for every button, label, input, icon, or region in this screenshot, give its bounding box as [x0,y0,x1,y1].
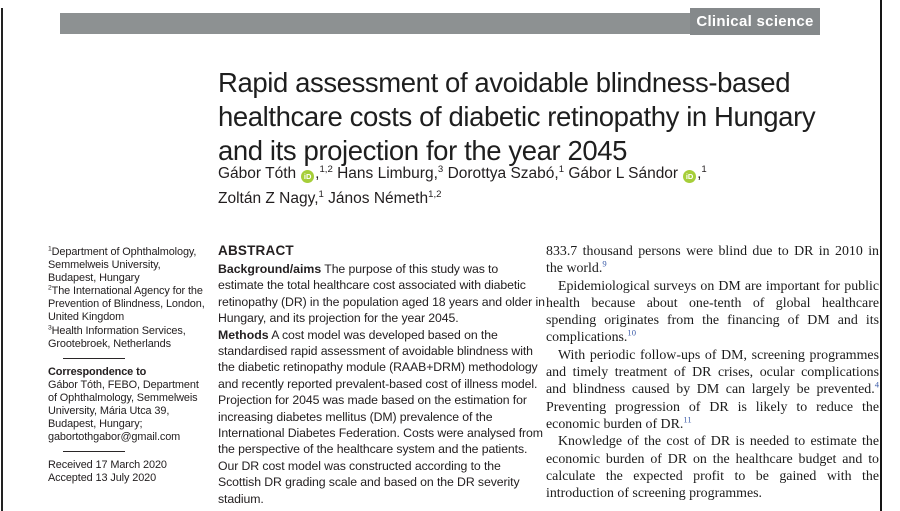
author-line: Gábor Tóth iD ,1,2 Hans Limburg,3 Dorottya… [218,163,707,183]
title-line: Rapid assessment of avoidable blindness-… [218,67,791,99]
abstract-paragraph: Methods A cost model was developed based… [218,327,543,506]
author-affiliation-sup: 1,2 [428,188,442,200]
affiliation-item: 3Health Information Services, Grootebroe… [48,323,186,350]
section-badge-label: Clinical science [696,13,814,30]
affiliation-sup: 1 [48,245,52,253]
sidebar: 1Department of Ophthalmology, Semmelweis… [48,245,206,486]
correspondence-label: Correspondence to [48,365,147,378]
body-paragraph: 833.7 thousand persons were blind due to… [546,244,879,277]
body-paragraph: Epidemiological surveys on DM are import… [546,278,879,346]
reference-link[interactable]: 4 [874,379,879,390]
reference-link[interactable]: 9 [602,258,607,269]
abstract-paragraph: Background/aims The purpose of this stud… [218,262,545,326]
author-line: Zoltán Z Nagy,1 János Németh1,2 [218,188,442,207]
affiliation-item: 2The International Agency for the Preven… [48,284,205,324]
author-name: Gábor L Sándor [568,165,679,182]
orcid-icon[interactable]: iD [683,170,697,183]
masthead-bar [60,13,820,34]
author-list: Gábor Tóth iD ,1,2 Hans Limburg,3 Dorottya… [218,161,778,211]
author-affiliation-sup: 1 [318,188,324,200]
affiliation-sup: 2 [48,284,52,292]
affiliation-sup: 3 [48,323,52,331]
article-title: Rapid assessment of avoidable blindness-… [218,66,868,168]
affiliation-item: 1Department of Ophthalmology, Semmelweis… [48,245,197,285]
title-line: and its projection for the year 2045 [218,135,628,167]
author-affiliation-sup: 1 [558,163,565,175]
article-history: Received 17 March 2020 Accepted 13 July … [48,459,206,485]
author-name: Gábor Tóth [218,165,297,182]
section-badge: Clinical science [690,8,820,35]
reference-link[interactable]: 11 [683,414,692,425]
accepted-date: Accepted 13 July 2020 [48,472,157,485]
author-name: János Németh [328,190,429,207]
abstract-section-label: Background/aims [218,262,322,276]
page-scan-edge-left [1,8,3,511]
reference-link[interactable]: 10 [627,327,637,338]
received-date: Received 17 March 2020 [48,459,167,472]
author-name: Hans Limburg [337,165,434,182]
author-name: Zoltán Z Nagy [218,190,315,207]
body-paragraph: Knowledge of the cost of DR is needed to… [546,434,879,502]
divider [63,357,125,359]
author-affiliation-sup: 3 [437,163,444,175]
abstract-heading: ABSTRACT [218,243,294,258]
body-paragraph: With periodic follow-ups of DM, screenin… [546,347,879,432]
title-line: healthcare costs of diabetic retinopathy… [218,101,816,133]
author-affiliation-sup: 1 [701,163,707,175]
divider [63,451,125,453]
correspondence-block: Correspondence to Gábor Tóth, FEBO, Depa… [48,366,206,445]
orcid-icon[interactable]: iD [301,170,315,183]
author-affiliation-sup: 1,2 [319,163,333,175]
author-name: Dorottya Szabó [447,165,555,182]
affiliations: 1Department of Ophthalmology, Semmelweis… [48,245,206,351]
abstract-section: ABSTRACT Background/aims The purpose of … [218,243,545,507]
abstract-section-label: Methods [218,327,269,342]
page-scan-edge-right [880,0,882,511]
introduction-column: 833.7 thousand persons were blind due to… [546,243,879,502]
correspondence-text: Gábor Tóth, FEBO, Department of Ophthalm… [48,378,199,444]
